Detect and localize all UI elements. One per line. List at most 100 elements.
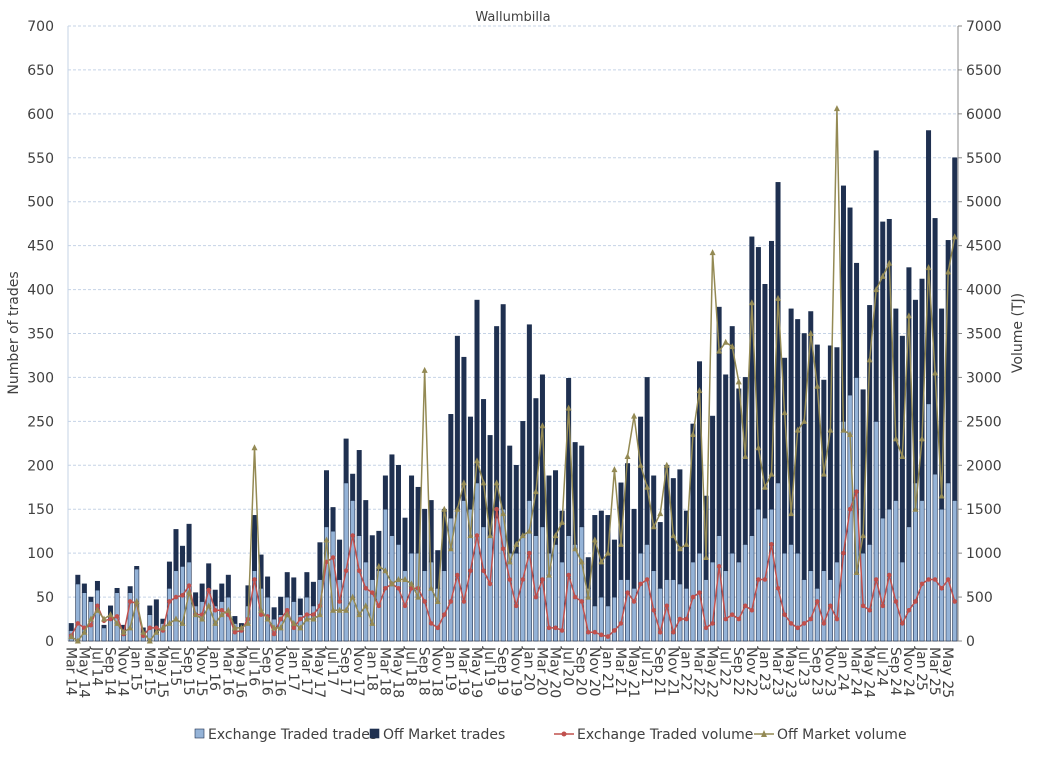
- bar: [513, 464, 519, 554]
- bar: [94, 580, 100, 591]
- marker: [127, 599, 133, 604]
- marker: [951, 233, 958, 240]
- bar: [343, 438, 349, 484]
- bar: [801, 579, 807, 642]
- x-tick-label: Sep 14: [102, 647, 118, 696]
- marker: [140, 628, 147, 635]
- marker: [337, 599, 342, 604]
- marker: [559, 518, 566, 525]
- marker: [821, 621, 827, 626]
- marker: [775, 585, 781, 591]
- x-tick-label: Mar 14: [62, 647, 78, 696]
- y2-tick-label: 3000: [966, 370, 1002, 386]
- marker: [454, 505, 461, 512]
- bar: [481, 399, 487, 528]
- y-tick-label: 700: [27, 19, 54, 35]
- bar: [899, 561, 905, 642]
- bar: [749, 535, 755, 642]
- marker: [729, 612, 735, 617]
- x-tick-label: Sep 18: [416, 647, 432, 696]
- marker: [840, 426, 847, 433]
- bar: [81, 583, 87, 593]
- marker: [343, 606, 350, 613]
- marker: [506, 558, 513, 565]
- x-tick-label: Jan 18: [363, 646, 379, 691]
- bar: [310, 581, 316, 607]
- bar: [932, 473, 938, 642]
- y2-tick-label: 3500: [966, 327, 1002, 343]
- bar: [625, 579, 631, 642]
- y2-tick-label: 6000: [966, 107, 1002, 123]
- bar: [906, 267, 912, 528]
- bar: [755, 247, 761, 510]
- x-tick-label: Mar 19: [455, 647, 471, 696]
- y-axis-title: Number of trades: [6, 271, 22, 394]
- marker: [75, 621, 81, 626]
- bar: [356, 450, 362, 536]
- y-tick-label: 100: [27, 546, 54, 562]
- x-tick-label: Jan 17: [285, 646, 301, 691]
- bar: [834, 347, 840, 563]
- y-tick-label: 450: [27, 239, 54, 255]
- marker: [533, 594, 539, 600]
- marker: [363, 585, 369, 591]
- x-tick-label: Sep 15: [180, 647, 196, 696]
- marker: [107, 611, 114, 618]
- bar: [323, 470, 329, 528]
- bar: [638, 552, 644, 642]
- marker: [899, 453, 906, 459]
- bar: [94, 589, 100, 642]
- marker: [422, 599, 427, 604]
- marker: [834, 616, 840, 622]
- marker: [540, 577, 545, 582]
- y-tick-label: 650: [27, 63, 54, 79]
- x-tick-label: Sep 23: [808, 647, 824, 696]
- bar: [389, 535, 395, 642]
- bar: [75, 574, 81, 585]
- marker: [788, 510, 795, 517]
- x-tick-label: May 14: [75, 647, 91, 698]
- x-tick-label: Mar 23: [769, 647, 785, 696]
- bar: [395, 464, 401, 545]
- bar: [147, 605, 153, 615]
- bar: [683, 510, 689, 589]
- bar: [703, 579, 709, 642]
- marker: [572, 594, 578, 600]
- bar: [579, 445, 585, 528]
- x-tick-label: May 23: [782, 647, 798, 698]
- marker: [87, 615, 94, 622]
- bar: [736, 388, 742, 563]
- bar: [441, 570, 447, 642]
- marker: [298, 616, 303, 622]
- marker: [795, 625, 800, 631]
- marker: [768, 470, 775, 477]
- x-tick-label: May 17: [311, 647, 327, 698]
- marker: [460, 479, 467, 486]
- bar: [710, 561, 716, 642]
- bar: [821, 570, 827, 642]
- y-tick-label: 50: [36, 590, 54, 606]
- marker: [631, 412, 638, 419]
- marker: [854, 489, 859, 494]
- y-tick-label: 200: [27, 458, 54, 474]
- bar: [212, 589, 218, 607]
- bar: [840, 421, 846, 642]
- bar: [867, 544, 873, 642]
- bar: [474, 482, 480, 642]
- x-tick-label: Jul 22: [717, 646, 733, 686]
- marker: [147, 625, 153, 631]
- bar: [775, 482, 781, 642]
- marker: [880, 603, 886, 609]
- marker: [886, 259, 893, 266]
- marker: [545, 571, 552, 578]
- bar: [906, 526, 912, 642]
- marker: [650, 523, 657, 530]
- x-tick-label: Mar 17: [298, 647, 314, 696]
- y2-tick-label: 4000: [966, 283, 1002, 299]
- legend-label: Exchange Traded trades: [208, 727, 377, 743]
- marker: [94, 606, 101, 613]
- x-tick-label: Jul 17: [324, 646, 340, 686]
- marker: [264, 615, 271, 622]
- bar: [644, 377, 650, 545]
- marker: [919, 435, 926, 442]
